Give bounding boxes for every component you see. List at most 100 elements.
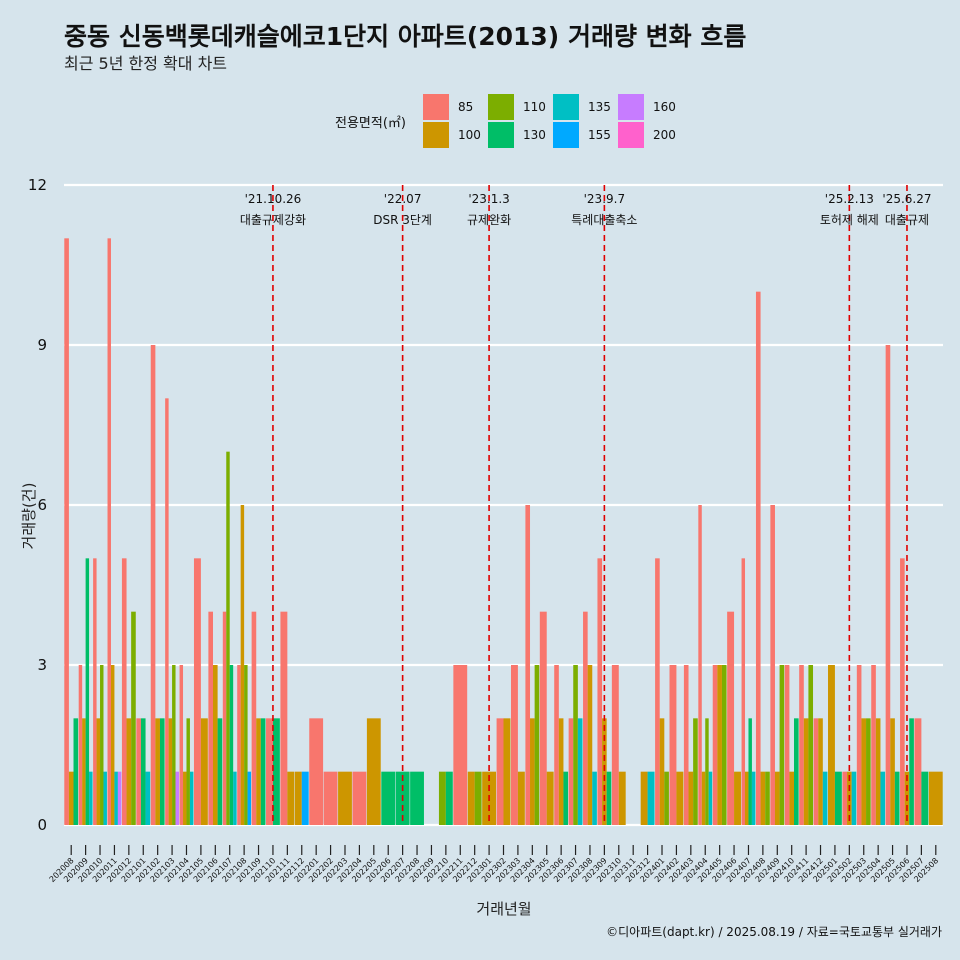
bar-202108-110	[244, 665, 248, 825]
legend-label-135: 135	[588, 100, 611, 114]
bar-202103-85	[165, 398, 169, 825]
legend-swatch-155	[553, 122, 579, 148]
bar-202109-130	[260, 718, 266, 825]
bar-202211-85	[453, 665, 468, 825]
bar-202108-155	[247, 771, 252, 825]
legend-swatch-200	[618, 122, 644, 148]
bar-202105-100	[200, 718, 208, 825]
event-date: '22.07	[384, 192, 422, 206]
bar-202411-100	[803, 718, 809, 825]
bar-202306-85	[554, 665, 559, 825]
bar-202012-100	[126, 718, 132, 825]
y-tick-label: 0	[37, 816, 47, 834]
bar-202303-85	[510, 665, 518, 825]
bar-202406-100	[734, 771, 741, 825]
bar-202407-100	[745, 771, 749, 825]
event-label: 토허제 해제	[820, 213, 879, 227]
bar-202302-100	[503, 718, 511, 825]
bar-202305-85	[539, 611, 547, 825]
bar-202408-85	[755, 291, 761, 826]
bar-202109-100	[256, 718, 261, 825]
bar-202108-85	[237, 665, 241, 825]
bar-202308-135	[592, 771, 597, 825]
bar-202304-85	[525, 505, 531, 825]
event-label: 대출규제	[885, 213, 929, 227]
bar-202404-85	[698, 505, 702, 825]
event-date: '25.6.27	[882, 192, 931, 206]
legend: 전용면적(㎡) 85 100 110 130 135 155 160 200	[335, 94, 676, 148]
bar-202104-85	[179, 665, 184, 825]
bar-202011-85	[107, 238, 111, 826]
bar-202203-100	[338, 771, 352, 825]
legend-label-160: 160	[653, 100, 676, 114]
caption: ©디아파트(dapt.kr) / 2025.08.19 / 자료=국토교통부 실…	[606, 925, 942, 939]
bar-202410-100	[789, 771, 795, 825]
bar-202304-110	[534, 665, 540, 825]
bar-202408-100	[760, 771, 766, 825]
bars	[64, 238, 943, 826]
bar-202309-130	[606, 771, 612, 825]
bar-202507-85	[914, 718, 922, 825]
bar-202009-130	[85, 558, 90, 825]
bar-202102-130	[159, 718, 165, 825]
bar-202412-135	[822, 771, 828, 825]
legend-swatch-135	[553, 94, 579, 120]
bar-202010-110	[100, 665, 104, 825]
bar-202401-100	[659, 718, 665, 825]
bar-202101-130	[140, 718, 146, 825]
bar-202107-110	[226, 451, 230, 825]
bar-202103-110	[172, 665, 176, 825]
bar-202403-85	[683, 665, 689, 825]
bar-202306-130	[563, 771, 569, 825]
bar-202112-100	[294, 771, 302, 825]
bar-202212-110	[474, 771, 482, 825]
bar-202402-100	[676, 771, 684, 825]
bar-202106-130	[217, 718, 223, 825]
chart-title: 중동 신동백롯데캐슬에코1단지 아파트(2013) 거래량 변화 흐름	[64, 22, 746, 51]
bar-202008-85	[64, 238, 69, 826]
bar-202505-130	[894, 771, 900, 825]
bar-202106-100	[212, 665, 218, 825]
bar-202201-85	[309, 718, 324, 825]
bar-202107-135	[233, 771, 237, 825]
bar-202409-110	[779, 665, 785, 825]
bar-202204-85	[352, 771, 367, 825]
bar-202101-85	[136, 718, 141, 825]
bar-202412-85	[813, 718, 819, 825]
bar-202304-100	[530, 718, 535, 825]
bar-202210-130	[445, 771, 453, 825]
bar-202503-110	[866, 718, 871, 825]
y-axis-title: 거래량(건)	[20, 483, 38, 550]
bar-202010-135	[103, 771, 107, 825]
bar-202309-85	[597, 558, 603, 825]
bar-202102-85	[150, 345, 156, 825]
bar-202408-110	[765, 771, 770, 825]
y-tick-label: 9	[37, 336, 47, 354]
bar-202502-135	[851, 771, 857, 825]
event-label: 특례대출축소	[571, 213, 637, 227]
legend-title: 전용면적(㎡)	[335, 116, 406, 131]
bar-202104-110	[186, 718, 190, 825]
y-tick-label: 3	[37, 656, 47, 674]
bar-202405-100	[717, 665, 722, 825]
event-label: 규제완화	[467, 213, 511, 227]
bar-202307-110	[573, 665, 578, 825]
legend-swatch-160	[618, 94, 644, 120]
bar-202503-100	[861, 718, 867, 825]
event-label: DSR 3단계	[373, 213, 432, 227]
bar-202502-85	[842, 771, 848, 825]
bar-202111-100	[287, 771, 295, 825]
bar-202406-85	[727, 611, 735, 825]
bar-202312-100	[640, 771, 648, 825]
y-axis-ticks: 0 3 6 9 12	[28, 176, 47, 834]
bar-202112-155	[301, 771, 309, 825]
y-tick-label: 12	[28, 176, 47, 194]
bar-202411-85	[799, 665, 804, 825]
event-label: 대출규제강화	[240, 213, 306, 227]
bar-202403-100	[688, 771, 694, 825]
bar-202508-100	[928, 771, 943, 825]
bar-202412-100	[818, 718, 823, 825]
bar-202110-85	[266, 718, 273, 825]
bar-202405-85	[712, 665, 718, 825]
bar-202405-110	[721, 665, 727, 825]
